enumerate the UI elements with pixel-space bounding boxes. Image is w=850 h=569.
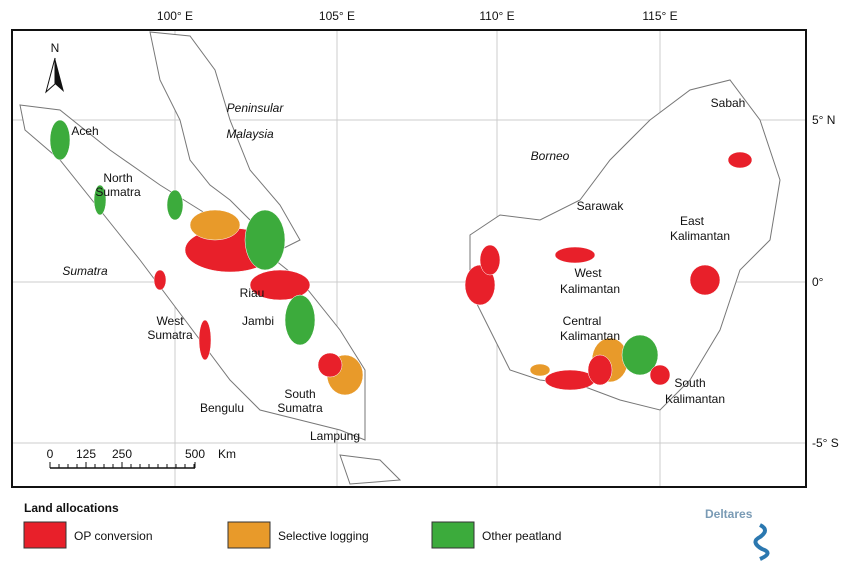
peat-patch xyxy=(464,264,496,306)
lon-label: 110° E xyxy=(479,9,514,23)
peat-patch xyxy=(93,184,107,216)
region-label: East xyxy=(680,214,705,228)
region-label: West xyxy=(156,314,184,328)
region-label: Peninsular xyxy=(227,101,285,115)
region-label: Kalimantan xyxy=(560,282,620,296)
scale-label: 0 xyxy=(47,447,54,461)
region-label: Sarawak xyxy=(577,199,625,213)
legend-swatch xyxy=(431,521,475,549)
region-label: Central xyxy=(563,314,602,328)
peat-patch xyxy=(479,244,501,276)
region-label: Sumatra xyxy=(147,328,193,342)
scale-label: 500 xyxy=(185,447,205,461)
scale-label: 125 xyxy=(76,447,96,461)
scale-unit: Km xyxy=(218,447,236,461)
scale-ticks: 0 125 250 500 xyxy=(47,447,205,468)
legend-title: Land allocations xyxy=(24,501,119,515)
region-label: Sumatra xyxy=(95,185,141,199)
region-label: Bengulu xyxy=(200,401,244,415)
legend-label: Selective logging xyxy=(278,529,369,543)
peat-patch xyxy=(544,369,596,391)
logo-mark xyxy=(753,523,770,561)
legend-swatch xyxy=(227,521,271,549)
peat-patch xyxy=(249,269,311,301)
region-label: Riau xyxy=(240,286,265,300)
north-arrow-right xyxy=(55,58,64,92)
legend-label: OP conversion xyxy=(74,529,153,543)
peat-patch xyxy=(587,354,613,386)
region-label: Sabah xyxy=(711,96,746,110)
region-label: Lampung xyxy=(310,429,360,443)
region-labels: Peninsular Malaysia Borneo Sumatra Aceh North… xyxy=(62,96,745,443)
peat-patch xyxy=(554,246,596,264)
java-tip xyxy=(339,454,402,485)
region-label: Borneo xyxy=(531,149,570,163)
lat-label: 0° xyxy=(812,275,824,289)
region-label: Kalimantan xyxy=(670,229,730,243)
region-label: South xyxy=(674,376,705,390)
peat-patch xyxy=(198,319,212,361)
logo: Deltares xyxy=(705,507,753,521)
legend-swatch xyxy=(23,521,67,549)
region-label: Sumatra xyxy=(277,401,323,415)
legend-label: Other peatland xyxy=(482,529,561,543)
lon-label: 100° E xyxy=(157,9,193,23)
peat-patches xyxy=(49,119,753,396)
lat-label: -5° S xyxy=(812,436,839,450)
region-label: North xyxy=(103,171,132,185)
region-label: Aceh xyxy=(71,124,98,138)
region-label: West xyxy=(574,266,602,280)
peat-patch xyxy=(284,294,316,346)
peat-patch xyxy=(244,209,286,271)
peat-patch xyxy=(727,151,753,169)
north-label: N xyxy=(51,41,60,55)
peat-patch xyxy=(189,209,241,241)
peat-patch xyxy=(49,119,71,161)
region-label: Jambi xyxy=(242,314,274,328)
legend: OP conversion Selective logging Other peat… xyxy=(23,521,561,549)
scale-label: 250 xyxy=(112,447,132,461)
peat-patch xyxy=(689,264,721,296)
peat-patch xyxy=(317,352,343,378)
region-label: Malaysia xyxy=(226,127,274,141)
region-label: South xyxy=(284,387,315,401)
lon-label: 105° E xyxy=(319,9,355,23)
peat-patch xyxy=(529,363,551,377)
peat-patch xyxy=(153,269,167,291)
peat-patch xyxy=(621,334,659,376)
region-label: Sumatra xyxy=(62,264,108,278)
lat-label: 5° N xyxy=(812,113,835,127)
region-label: Kalimantan xyxy=(665,392,725,406)
borneo xyxy=(469,79,781,411)
region-label: Kalimantan xyxy=(560,329,620,343)
peat-patch xyxy=(166,189,184,221)
peat-patch xyxy=(649,364,671,386)
lon-label: 115° E xyxy=(642,9,677,23)
